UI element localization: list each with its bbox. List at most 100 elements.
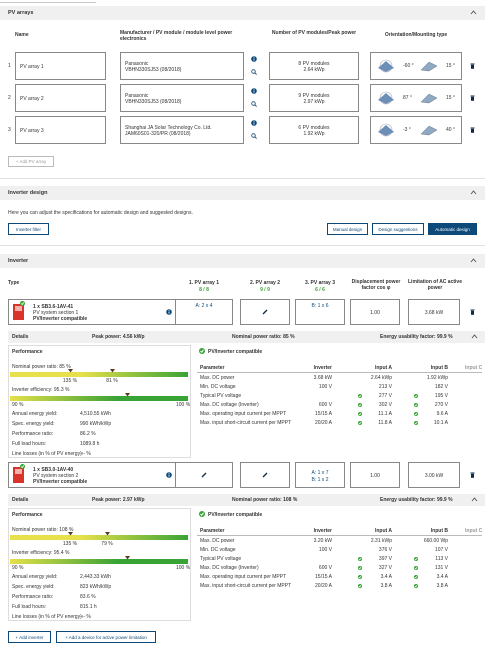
collapse-caret[interactable] xyxy=(470,190,477,195)
string-config-input[interactable]: A: 1 x 7 B: 1 x 2 xyxy=(295,462,345,488)
energy-usability: Energy usability factor: 99.9 % xyxy=(380,497,453,503)
collapse-caret[interactable] xyxy=(470,258,477,263)
add-power-limitation-button[interactable]: + Add a device for active power limitati… xyxy=(56,631,156,643)
module-input[interactable]: Panasonic VBHN330SJ53 (08/2018) xyxy=(120,52,244,80)
info-icon[interactable] xyxy=(166,309,172,315)
info-icon[interactable] xyxy=(251,56,257,62)
energy-usability: Energy usability factor: 99.9 % xyxy=(380,334,453,340)
name-input[interactable]: PV array 3 xyxy=(15,116,106,144)
ratio-bar xyxy=(10,535,188,540)
compat-cell: 600 V xyxy=(318,565,332,571)
add-pv-array-button[interactable]: + Add PV array xyxy=(8,156,54,167)
module-input[interactable]: Panasonic VBHN330SJ53 (08/2018) xyxy=(120,84,244,112)
check-icon xyxy=(414,402,418,407)
yield-value: 990 kWh/kWp xyxy=(80,421,112,427)
compat-cell: 15/15 A xyxy=(315,411,332,417)
info-icon[interactable] xyxy=(251,120,257,126)
description: Here you can adjust the specifications f… xyxy=(8,210,193,216)
search-icon[interactable] xyxy=(251,101,257,107)
roof-image xyxy=(420,93,438,104)
inverter-status: PV/Inverter compatible xyxy=(33,316,88,322)
compat-cell: 3.8 A xyxy=(436,583,448,589)
delete-icon[interactable] xyxy=(470,95,475,101)
collapse-caret[interactable] xyxy=(470,10,477,15)
search-icon[interactable] xyxy=(251,133,257,139)
compat-header: Input B xyxy=(430,528,448,534)
ratio-mark-label: 81 % xyxy=(106,378,118,384)
compat-cell: 10.1 A xyxy=(433,420,448,426)
collapse-caret[interactable] xyxy=(471,334,478,339)
orientation-input[interactable] xyxy=(370,52,462,80)
ac-limit-input[interactable]: 3.00 kW xyxy=(408,462,460,488)
orientation-input[interactable] xyxy=(370,84,462,112)
info-icon[interactable] xyxy=(166,472,172,478)
manufacturer: Panasonic xyxy=(125,93,149,99)
ratio-mark-label: 135 % xyxy=(62,378,78,384)
compat-cell: 131 V xyxy=(434,565,448,571)
details-label: Details xyxy=(12,497,29,503)
string-config: B: 1 x 2 xyxy=(311,477,329,483)
yield-value: 83.6 % xyxy=(80,594,96,600)
delete-icon[interactable] xyxy=(470,309,475,315)
module-allocation: 6 / 6 xyxy=(315,287,325,293)
edit-icon[interactable] xyxy=(262,309,268,315)
tilt: 15 ° xyxy=(446,95,455,101)
check-icon xyxy=(414,420,418,425)
delete-icon[interactable] xyxy=(470,63,475,69)
compat-cell: 20/20 A xyxy=(315,420,332,426)
compat-cell: 20/20 A xyxy=(315,583,332,589)
delete-icon[interactable] xyxy=(470,472,475,478)
column-header: 2. PV array 2 xyxy=(249,280,281,286)
string-config-input[interactable] xyxy=(240,462,290,488)
edit-icon[interactable] xyxy=(262,472,268,478)
search-icon[interactable] xyxy=(251,69,257,75)
compat-cell: 2.31 kWp xyxy=(370,538,392,544)
check-icon xyxy=(414,574,418,579)
module-input[interactable]: Shanghai JA Solar Technology Co. Ltd. JAM… xyxy=(120,116,244,144)
design-suggestions-button[interactable]: Design suggestions xyxy=(372,223,424,235)
section-title: Inverter xyxy=(8,258,29,264)
ac-limit-input[interactable]: 3.68 kW xyxy=(408,299,460,325)
inverter-filter-button[interactable]: Inverter filter xyxy=(8,223,49,235)
performance-panel xyxy=(8,345,191,458)
string-config-input[interactable]: A: 2 x 4 xyxy=(175,299,233,325)
efficiency-bar xyxy=(10,396,188,401)
info-icon[interactable] xyxy=(251,88,257,94)
column-header: 3. PV array 3 xyxy=(304,280,336,286)
check-icon xyxy=(358,556,362,561)
compat-cell: 1.92 kWp xyxy=(426,375,448,381)
column-header: Manufacturer / PV module / module level … xyxy=(120,30,233,42)
compat-header: Input C xyxy=(465,365,483,371)
compat-cell: Typical PV voltage xyxy=(200,393,242,399)
collapse-caret[interactable] xyxy=(471,497,478,502)
compat-status: PV/Inverter compatible xyxy=(208,349,263,355)
check-icon xyxy=(20,301,25,306)
cos-phi-input[interactable]: 1.00 xyxy=(350,462,400,488)
inverter-status: PV/Inverter compatible xyxy=(33,479,88,485)
name-input[interactable]: PV array 2 xyxy=(15,84,106,112)
compat-cell: 3.20 kW xyxy=(313,538,332,544)
string-config-input[interactable]: B: 1 x 6 xyxy=(295,299,345,325)
roof-image xyxy=(420,61,438,72)
efficiency-label: Inverter efficiency: 95.3 % xyxy=(12,387,70,393)
tab-indicator xyxy=(0,2,96,3)
add-inverter-button[interactable]: + Add inverter xyxy=(8,631,51,643)
compat-header: Inverter xyxy=(313,528,332,534)
module-count-input[interactable]: 8 PV modules 2.64 kWp xyxy=(269,52,359,80)
roof-image xyxy=(420,125,438,136)
automatic-design-button[interactable]: Automatic design xyxy=(428,223,477,235)
delete-icon[interactable] xyxy=(470,127,475,133)
module-name: VBHN330SJ53 (08/2018) xyxy=(125,99,182,105)
compat-header: Parameter xyxy=(200,365,225,371)
module-name: JAM60S01-320/PR (08/2018) xyxy=(125,131,191,137)
module-count-input[interactable]: 6 PV modules 1.92 kWp xyxy=(269,116,359,144)
peak-power: Peak power: 4.56 kWp xyxy=(92,334,145,340)
ratio-bar xyxy=(10,372,188,377)
cos-phi-input[interactable]: 1.00 xyxy=(350,299,400,325)
compat-cell: 100 V xyxy=(318,384,332,390)
name-input[interactable]: PV array 1 xyxy=(15,52,106,80)
edit-icon[interactable] xyxy=(201,472,207,478)
compat-cell: Max. DC voltage (Inverter) xyxy=(200,565,259,571)
module-count-input[interactable]: 9 PV modules 2.97 kWp xyxy=(269,84,359,112)
manual-design-button[interactable]: Manual design xyxy=(327,223,368,235)
